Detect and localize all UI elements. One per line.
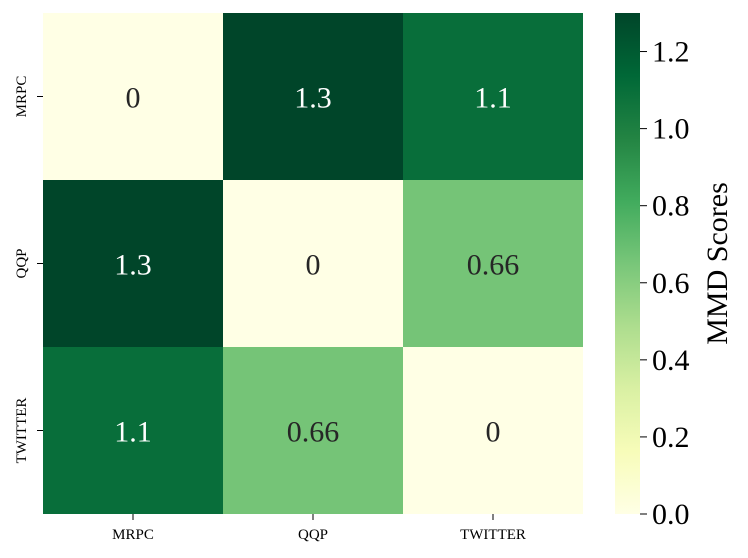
cell-value-label: 1.3 [114,249,152,282]
x-axis: MRPC QQP TWITTER [112,514,526,543]
colorbar-tick-label: 0.4 [652,344,690,377]
cell-value-label: 1.3 [294,82,332,115]
cell-value-label: 0 [306,249,321,282]
heatmap-cell [43,347,223,514]
x-tick-label: MRPC [112,527,154,543]
y-tick-label: MRPC [14,76,30,118]
colorbar-tick-label: 1.2 [652,36,690,69]
heatmap-cell [43,180,223,347]
cell-value-label: 0 [126,82,141,115]
heatmap-cell [43,13,223,180]
y-tick-label: TWITTER [14,398,30,464]
heatmap-cell [403,13,583,180]
cell-value-label: 0.66 [467,249,520,282]
heatmap-cell [223,180,403,347]
heatmap-cell [223,347,403,514]
cell-value-label: 0 [486,416,501,449]
colorbar: 0.0 0.2 0.4 0.6 0.8 1.0 1.2 MMD Scores [615,13,734,531]
cell-value-label: 0.66 [287,416,340,449]
colorbar-gradient [615,13,640,514]
colorbar-tick-label: 0.0 [652,498,690,531]
x-tick-label: TWITTER [460,527,526,543]
colorbar-tick-label: 0.2 [652,421,690,454]
y-axis: MRPC QQP TWITTER [14,76,43,464]
y-tick-label: QQP [14,248,30,278]
cell-value-label: 1.1 [114,416,152,449]
colorbar-label: MMD Scores [701,182,734,345]
x-tick-label: QQP [298,527,328,543]
colorbar-tick-label: 0.8 [652,190,690,223]
heatmap-cell [403,347,583,514]
colorbar-tick-label: 0.6 [652,267,690,300]
colorbar-tick-label: 1.0 [652,113,690,146]
heatmap-cell [403,180,583,347]
heatmap-cell [223,13,403,180]
cell-value-label: 1.1 [474,82,512,115]
heatmap-cells: 0 1.3 1.1 1.3 0 0.66 1.1 0.66 0 [43,13,583,514]
